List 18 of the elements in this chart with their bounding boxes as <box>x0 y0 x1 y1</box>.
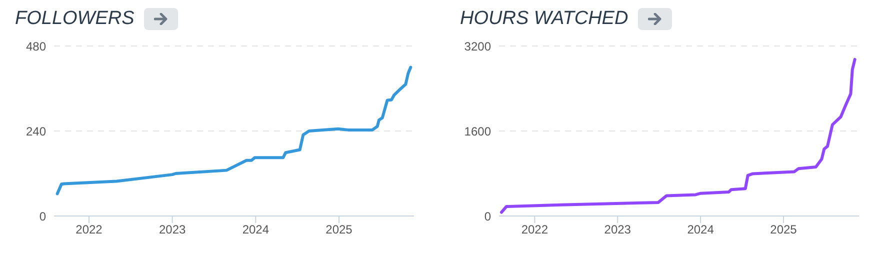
x-tick-label: 2023 <box>604 222 632 237</box>
y-tick-label: 240 <box>26 124 46 138</box>
chart-title: FOLLOWERS <box>15 8 134 30</box>
x-tick-label: 2025 <box>326 222 353 237</box>
x-tick-label: 2022 <box>76 222 103 237</box>
y-tick-label: 3200 <box>464 39 492 54</box>
line-series <box>500 58 856 214</box>
x-tick-label: 2024 <box>687 222 714 237</box>
x-tick-label: 2024 <box>242 222 270 237</box>
y-tick-label: 1600 <box>464 124 492 138</box>
x-tick-label: 2023 <box>158 222 186 237</box>
y-tick-label: 480 <box>26 39 46 54</box>
y-tick-label: 0 <box>39 209 46 224</box>
chart-title: HOURS WATCHED <box>460 8 628 30</box>
x-tick-label: 2022 <box>521 222 548 237</box>
y-tick-label: 0 <box>484 209 492 224</box>
x-tick-label: 2025 <box>770 222 798 237</box>
line-series <box>56 66 412 196</box>
